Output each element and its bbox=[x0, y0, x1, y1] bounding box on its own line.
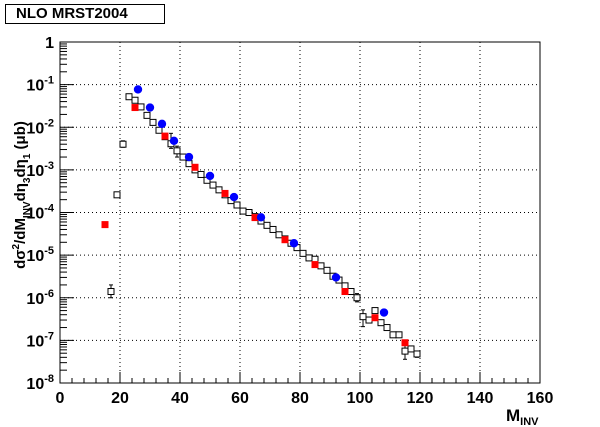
data-point bbox=[371, 307, 379, 315]
data-point bbox=[299, 249, 307, 257]
legend-label: NLO MRST2004 bbox=[16, 5, 128, 22]
y-tick-label: 10-3 bbox=[26, 160, 54, 180]
x-tick-label: 140 bbox=[467, 390, 494, 407]
data-point bbox=[205, 171, 215, 181]
data-point bbox=[191, 163, 199, 171]
data-point bbox=[145, 103, 155, 112]
data-point bbox=[209, 181, 217, 189]
data-point bbox=[185, 160, 193, 168]
data-point bbox=[323, 266, 331, 274]
data-point bbox=[317, 262, 325, 270]
legend-box: NLO MRST2004 bbox=[5, 4, 165, 24]
data-point bbox=[113, 191, 121, 199]
data-point bbox=[215, 186, 223, 194]
data-point bbox=[229, 192, 239, 202]
data-point bbox=[371, 314, 379, 322]
axes: 0 20 40 60 80 100 120 140 160 1 10-1 10-2 10-3 10-4 10… bbox=[11, 35, 553, 427]
data-point bbox=[341, 288, 349, 296]
data-point bbox=[353, 294, 361, 302]
x-tick-label: 160 bbox=[527, 390, 554, 407]
y-tick-label: 10-1 bbox=[26, 75, 54, 95]
data-point bbox=[281, 236, 289, 244]
data-point bbox=[149, 118, 157, 126]
data-point bbox=[401, 339, 409, 347]
data-point bbox=[119, 140, 127, 148]
data-point bbox=[377, 319, 385, 327]
data-point bbox=[239, 207, 247, 215]
data-point bbox=[407, 345, 415, 353]
data-point bbox=[263, 221, 271, 229]
data-point bbox=[131, 104, 139, 112]
data-point bbox=[161, 132, 169, 140]
data-point bbox=[341, 282, 349, 290]
data-point bbox=[245, 209, 253, 216]
data-point bbox=[157, 119, 167, 129]
data-point bbox=[347, 288, 355, 296]
x-tick-label: 40 bbox=[171, 390, 189, 407]
data-point bbox=[101, 221, 109, 229]
data-point bbox=[395, 331, 403, 339]
x-tick-label: 100 bbox=[347, 390, 374, 407]
x-tick-label: 20 bbox=[111, 390, 129, 407]
x-axis-title: MINV bbox=[506, 406, 539, 427]
data-point bbox=[379, 308, 389, 317]
data-point bbox=[169, 136, 179, 146]
data-point bbox=[256, 213, 266, 222]
data-point bbox=[275, 231, 283, 239]
data-point bbox=[131, 96, 139, 104]
series-filled-circle bbox=[133, 85, 389, 317]
y-tick-label: 10-2 bbox=[26, 117, 54, 137]
data-point bbox=[184, 152, 194, 162]
x-tick-label: 60 bbox=[231, 390, 249, 407]
y-tick-label: 10-4 bbox=[26, 203, 54, 223]
data-point bbox=[311, 261, 319, 269]
y-tick-label: 10-8 bbox=[26, 373, 54, 393]
data-point bbox=[305, 254, 313, 262]
data-marks bbox=[101, 85, 421, 360]
grid bbox=[60, 42, 540, 383]
data-point bbox=[269, 225, 277, 233]
y-tick-label: 1 bbox=[45, 35, 54, 52]
data-point bbox=[143, 111, 151, 119]
x-tick-label: 120 bbox=[407, 390, 434, 407]
data-point bbox=[107, 288, 115, 296]
x-tick-label: 0 bbox=[56, 390, 65, 407]
data-point bbox=[401, 347, 409, 355]
x-tick-label: 80 bbox=[291, 390, 309, 407]
data-point bbox=[359, 313, 367, 321]
y-axis-title: dσ2​/dMINV​dη3​dη1​ (μb) bbox=[11, 121, 33, 269]
data-point bbox=[365, 316, 373, 324]
y-tick-label: 10-7 bbox=[26, 330, 54, 350]
data-point bbox=[233, 201, 241, 209]
data-point bbox=[133, 85, 143, 94]
data-point bbox=[197, 170, 205, 178]
data-point bbox=[331, 273, 341, 282]
data-point bbox=[137, 103, 145, 111]
y-tick-label: 10-6 bbox=[26, 288, 54, 308]
data-point bbox=[383, 324, 391, 332]
data-point bbox=[289, 239, 299, 248]
data-point bbox=[389, 331, 397, 339]
series-filled-square bbox=[101, 104, 409, 347]
data-point bbox=[155, 126, 163, 134]
data-point bbox=[221, 189, 229, 197]
data-point bbox=[413, 350, 421, 358]
data-point bbox=[173, 147, 181, 155]
data-point bbox=[251, 214, 259, 222]
data-point bbox=[125, 93, 133, 101]
y-tick-label: 10-5 bbox=[26, 245, 54, 265]
